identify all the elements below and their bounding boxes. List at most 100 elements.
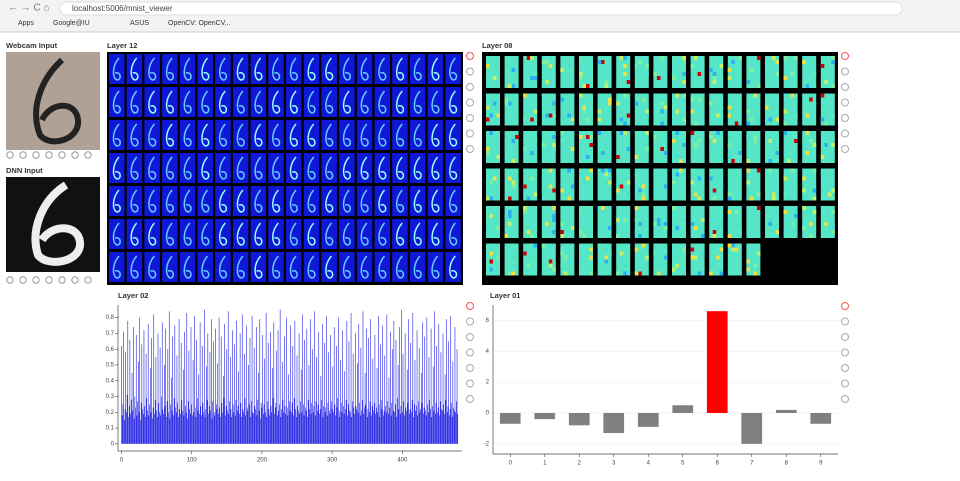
tile-stroke: [449, 189, 458, 213]
tile-cell: [768, 222, 772, 226]
tool-button[interactable]: [841, 348, 849, 357]
bar: [215, 404, 217, 444]
tool-button[interactable]: [466, 302, 474, 310]
tool-button[interactable]: [45, 151, 53, 159]
tool-button[interactable]: [466, 333, 474, 341]
tool-button[interactable]: [841, 67, 849, 76]
tile-cell: [727, 210, 732, 214]
tile-cell: [634, 101, 639, 106]
tool-button[interactable]: [58, 276, 66, 284]
tool-button[interactable]: [6, 276, 14, 284]
tool-button[interactable]: [841, 145, 849, 153]
tile-cell: [694, 192, 698, 197]
bar: [233, 412, 235, 444]
tool-button[interactable]: [84, 276, 92, 284]
tool-button[interactable]: [841, 395, 849, 403]
bar: [187, 418, 188, 444]
tool-button[interactable]: [32, 276, 40, 284]
bar: [369, 412, 370, 444]
bar: [319, 413, 320, 444]
tool-button[interactable]: [19, 151, 27, 159]
bar: [157, 417, 158, 444]
tile-cell: [805, 113, 810, 118]
bookmark[interactable]: ASUS: [130, 20, 149, 27]
tool-button[interactable]: [58, 151, 66, 159]
tile-cell: [812, 72, 817, 76]
bar: [402, 412, 403, 444]
tool-button[interactable]: [841, 114, 849, 122]
tool-button[interactable]: [466, 348, 474, 357]
tile-cell: [756, 222, 761, 226]
tool-button[interactable]: [466, 52, 474, 60]
bar: [250, 417, 251, 444]
layer12-image: [107, 52, 463, 285]
tile-cell: [634, 247, 639, 252]
tool-button[interactable]: [841, 83, 849, 91]
bar: [314, 311, 315, 444]
bookmark[interactable]: OpenCV: OpenCV...: [168, 20, 231, 27]
bar: [344, 371, 346, 444]
tool-button[interactable]: [466, 67, 474, 76]
tool-button[interactable]: [466, 395, 474, 403]
bar: [439, 415, 440, 444]
tile-cell: [775, 234, 779, 238]
x-tick-label: 8: [785, 461, 789, 467]
bar: [329, 413, 331, 444]
bar: [248, 364, 249, 444]
bookmark[interactable]: Google@IU: [53, 20, 90, 27]
bar: [425, 410, 426, 444]
tool-button[interactable]: [466, 114, 474, 122]
bookmark[interactable]: Apps: [18, 20, 34, 27]
tool-button[interactable]: [45, 276, 53, 284]
bar: [219, 407, 221, 444]
tile-cell: [626, 192, 631, 197]
tile-stroke: [360, 189, 369, 213]
tool-button[interactable]: [466, 129, 474, 138]
tool-button[interactable]: [466, 98, 474, 107]
y-tick-label: 0.8: [106, 315, 115, 321]
tile-cell: [675, 93, 679, 98]
tool-button[interactable]: [19, 276, 27, 284]
tile-stroke: [148, 222, 157, 246]
tool-button[interactable]: [841, 317, 849, 326]
bar: [270, 331, 271, 444]
tile-cell: [533, 76, 538, 80]
tool-button[interactable]: [84, 151, 92, 159]
bar: [429, 399, 430, 444]
tile-stroke: [307, 123, 316, 147]
tool-button[interactable]: [71, 276, 79, 284]
tile-cell: [579, 93, 583, 98]
tool-button[interactable]: [841, 333, 849, 341]
tool-button[interactable]: [71, 151, 79, 159]
url[interactable]: localhost:5006/mnist_viewer: [72, 4, 173, 13]
tool-button[interactable]: [6, 151, 14, 159]
bar: [255, 409, 256, 444]
tool-button[interactable]: [466, 145, 474, 153]
tool-button[interactable]: [841, 379, 849, 388]
tool-button[interactable]: [466, 364, 474, 372]
tile-cell: [746, 135, 750, 139]
tile-cell: [489, 113, 493, 118]
bar: [290, 325, 291, 444]
bar: [427, 404, 428, 444]
tool-button[interactable]: [466, 379, 474, 388]
tool-button[interactable]: [841, 129, 849, 138]
tile-stroke: [254, 189, 263, 213]
bar: [385, 412, 387, 444]
tile-cell: [756, 192, 761, 197]
tool-button[interactable]: [841, 98, 849, 107]
back-button[interactable]: ← → C ⌂: [8, 3, 50, 14]
tool-button[interactable]: [841, 364, 849, 372]
tool-button[interactable]: [466, 317, 474, 326]
tool-button[interactable]: [32, 151, 40, 159]
bar: [436, 346, 437, 444]
tool-button[interactable]: [466, 83, 474, 91]
tile-cell: [508, 101, 512, 106]
tile-cell: [530, 234, 534, 238]
tile-cell: [616, 188, 620, 193]
address-bar[interactable]: [59, 1, 903, 16]
tile-cell: [772, 121, 776, 126]
tool-button[interactable]: [841, 52, 849, 60]
tool-button[interactable]: [841, 302, 849, 310]
